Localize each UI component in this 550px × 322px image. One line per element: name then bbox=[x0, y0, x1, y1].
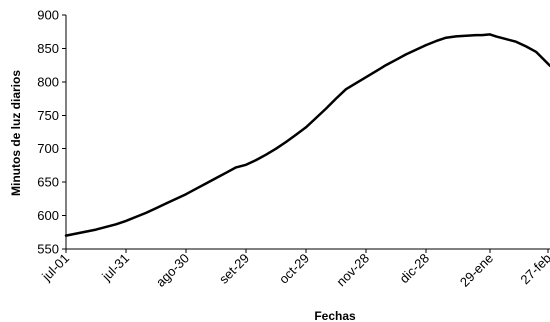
y-tick-label: 650 bbox=[37, 175, 59, 190]
x-tick-label: set-29 bbox=[216, 251, 252, 287]
y-tick-label: 750 bbox=[37, 108, 59, 123]
y-tick-label: 800 bbox=[37, 74, 59, 89]
y-tick-label: 600 bbox=[37, 208, 59, 223]
y-tick-label: 700 bbox=[37, 141, 59, 156]
x-tick-label: dic-28 bbox=[396, 251, 432, 287]
y-tick-label: 850 bbox=[37, 41, 59, 56]
y-axis-ticks: 550 600 650 700 750 800 850 900 bbox=[37, 8, 66, 257]
x-tick-label: ago-30 bbox=[153, 251, 192, 290]
x-tick-label: nov-28 bbox=[333, 251, 372, 290]
x-tick-label: 27-feb bbox=[517, 251, 550, 288]
y-tick-label: 550 bbox=[37, 242, 59, 257]
series-line-0 bbox=[64, 33, 550, 237]
x-tick-label: jul-31 bbox=[98, 251, 132, 285]
x-tick-label: 29-ene bbox=[457, 251, 496, 290]
x-axis-ticks: jul-01 jul-31 ago-30 set-29 oct-29 nov-28 dic-… bbox=[38, 249, 550, 290]
y-tick-label: 900 bbox=[37, 8, 59, 23]
series-layer bbox=[64, 33, 550, 237]
x-axis-title: Fechas bbox=[314, 309, 356, 322]
x-tick-label: oct-29 bbox=[276, 251, 312, 287]
y-axis-title: Minutos de luz diarios bbox=[9, 70, 23, 196]
